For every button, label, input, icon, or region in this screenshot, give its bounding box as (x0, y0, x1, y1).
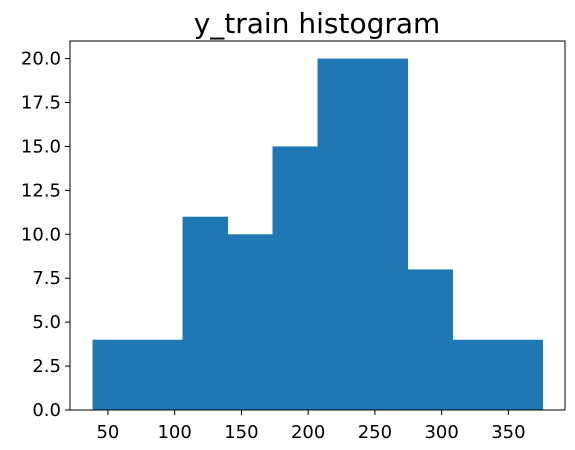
y-axis-ticks: 0.0 2.5 5.0 7.5 10.0 12.5 15.0 17.5 20.0 (21, 49, 70, 421)
x-axis-ticks: 50 100 150 200 250 300 350 (96, 410, 526, 443)
histogram-bar (362, 58, 408, 410)
x-tick-label: 100 (157, 422, 191, 443)
y-tick-label: 15.0 (21, 136, 61, 157)
plot-frame (69, 40, 566, 411)
chart-title: y_train histogram (194, 7, 441, 40)
x-tick-label: 250 (358, 422, 392, 443)
histogram-bar (407, 269, 453, 410)
histogram-bar (317, 58, 363, 410)
x-tick-label: 300 (424, 422, 458, 443)
y-tick-label: 12.5 (21, 180, 61, 201)
y-tick-label: 0.0 (32, 400, 61, 421)
y-tick-label: 17.5 (21, 93, 61, 114)
x-tick-label: 200 (291, 422, 325, 443)
y-tick-label: 7.5 (32, 268, 61, 289)
y-tick-label: 10.0 (21, 224, 61, 245)
y-tick-label: 20.0 (21, 49, 61, 70)
histogram-bar (137, 339, 184, 410)
y-tick-label: 2.5 (32, 356, 61, 377)
histogram-bar (182, 216, 229, 410)
histogram-bar (272, 146, 318, 410)
x-tick-label: 350 (491, 422, 525, 443)
histogram-bar (227, 234, 274, 410)
bars-group (92, 58, 543, 410)
x-tick-label: 150 (224, 422, 258, 443)
x-tick-label: 50 (96, 422, 119, 443)
histogram-bar (497, 339, 543, 410)
histogram-bar (92, 339, 139, 410)
y-tick-label: 5.0 (32, 312, 61, 333)
histogram-bar (452, 339, 498, 410)
